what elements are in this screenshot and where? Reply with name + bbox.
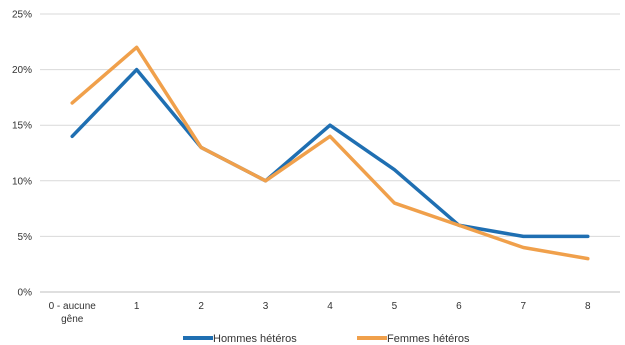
y-tick-label: 20% [12, 65, 32, 76]
x-axis: 0 - aucune gêne 1 2 3 4 5 6 7 8 [40, 291, 620, 325]
legend-label-hommes: Hommes hétéros [213, 333, 297, 345]
y-tick-label: 15% [12, 121, 32, 132]
y-tick-label: 5% [18, 232, 33, 243]
x-tick-label: 1 [134, 301, 140, 312]
y-tick-label: 25% [12, 10, 32, 21]
x-tick-label: 3 [263, 301, 269, 312]
x-tick-label: 6 [456, 301, 462, 312]
legend: Hommes hétéros Femmes hétéros [183, 333, 470, 345]
series-line-femmes [70, 45, 590, 261]
y-tick-label: 10% [12, 176, 32, 187]
x-tick-label: 8 [585, 301, 591, 312]
series-lines [70, 45, 590, 261]
x-tick-label: 4 [327, 301, 333, 312]
x-tick-label: 5 [392, 301, 398, 312]
x-tick-label: 0 - aucune gêne [49, 301, 97, 325]
series-line-hommes [70, 67, 590, 239]
y-axis: 0% 5% 10% 15% 20% 25% [12, 10, 32, 299]
legend-label-femmes: Femmes hétéros [387, 333, 470, 345]
x-tick-label: 2 [198, 301, 204, 312]
y-tick-label: 0% [18, 288, 33, 299]
x-tick-label: 7 [521, 301, 527, 312]
